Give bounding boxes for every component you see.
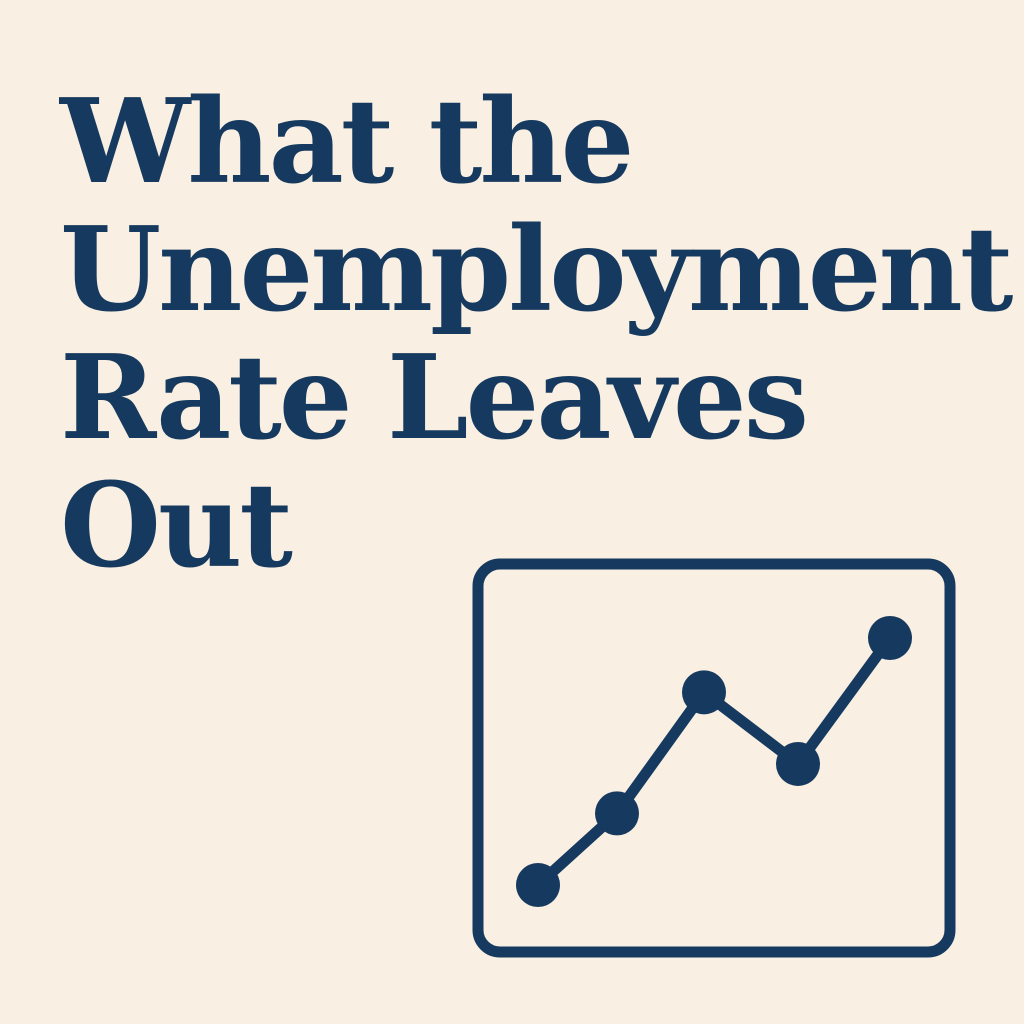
chart-frame [472,558,956,958]
trend-points [516,616,912,907]
headline: What the Unemployment Rate Leaves Out [60,74,1013,594]
trend-point-1 [516,863,560,907]
headline-line-1: What the [60,74,634,210]
headline-line-4: Out [60,458,293,594]
trend-point-4 [776,741,820,786]
trend-point-5 [868,616,912,660]
line-chart-icon [472,558,956,958]
line-chart-icon-svg [472,558,956,958]
trend-point-2 [595,791,639,836]
trend-point-3 [682,670,726,715]
headline-line-2: Unemployment [60,202,1013,338]
headline-line-3: Rate Leaves [60,330,809,466]
